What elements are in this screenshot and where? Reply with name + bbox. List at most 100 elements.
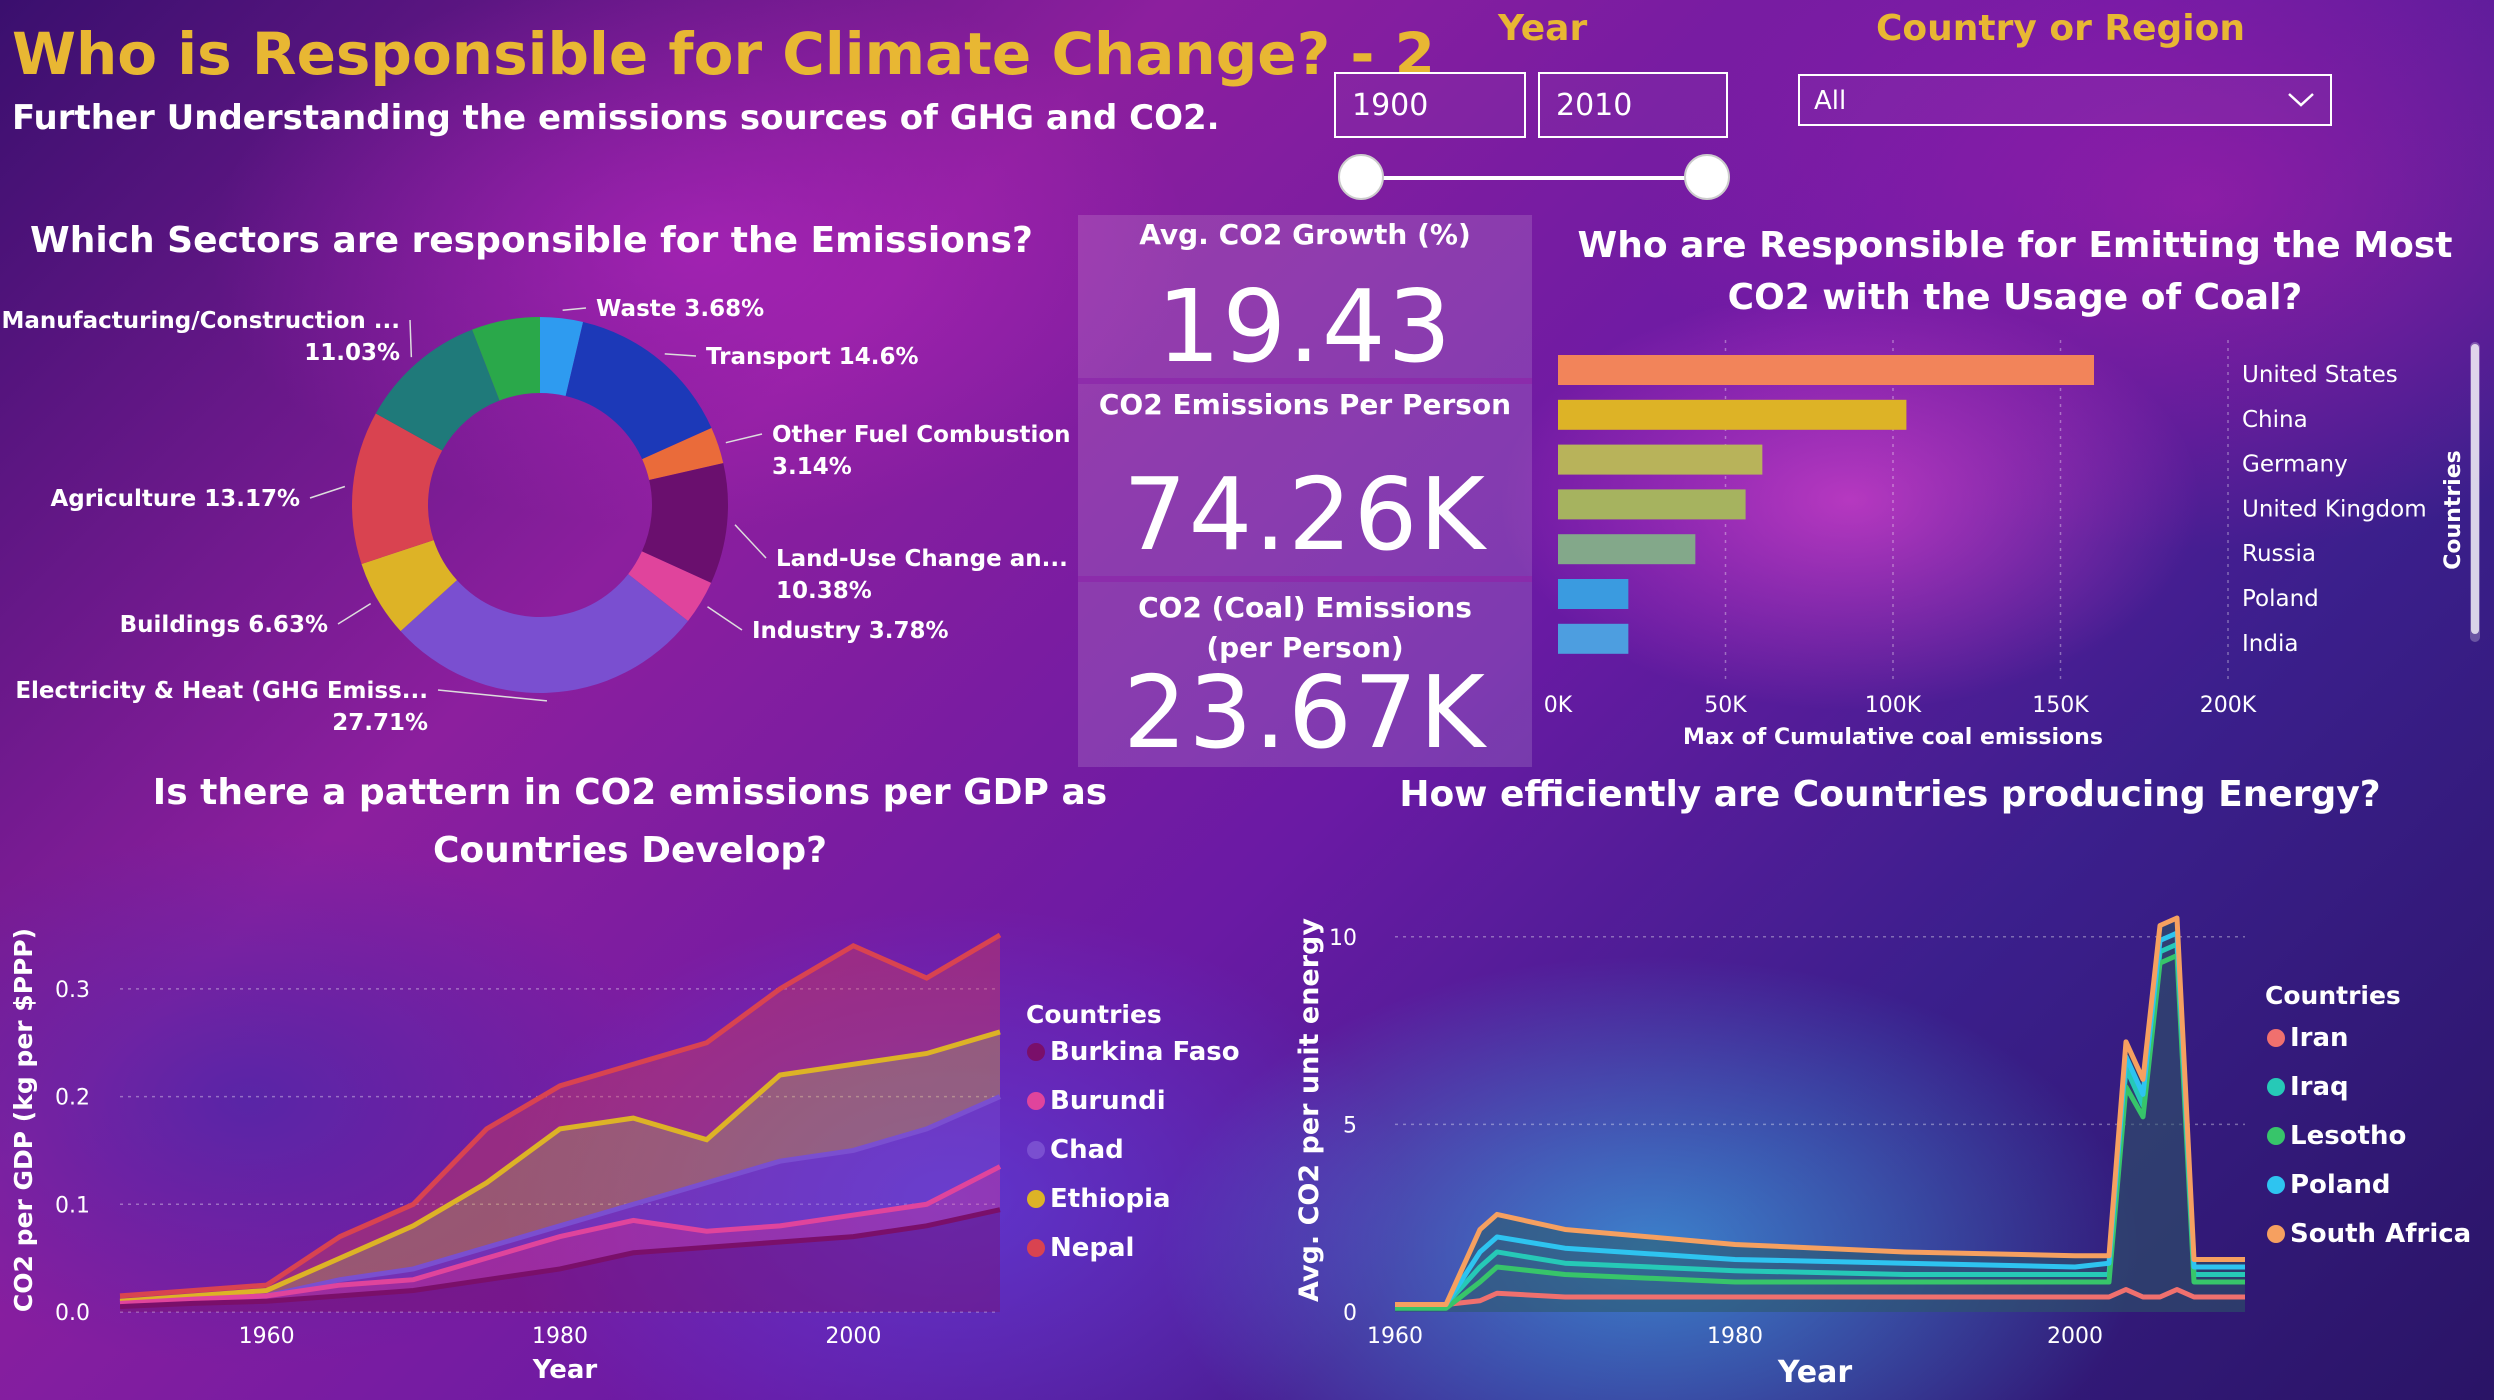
donut-leader-line bbox=[409, 319, 413, 358]
coal-chart-title: Who are Responsible for Emitting the Mos… bbox=[1577, 225, 2453, 318]
gdp-y-tick-label: 0.3 bbox=[55, 978, 90, 1003]
year-to-input[interactable]: 2010 bbox=[1538, 72, 1728, 138]
bar-x-tick-label: 200K bbox=[2200, 693, 2257, 718]
energy-legend-label: Poland bbox=[2290, 1170, 2391, 1200]
donut-slice-label: Other Fuel Combustion bbox=[772, 422, 1071, 448]
donut-slice-label: Manufacturing/Construction ... bbox=[1, 308, 400, 334]
bar-scrollbar-thumb bbox=[2471, 344, 2479, 634]
gdp-legend-label: Nepal bbox=[1050, 1233, 1134, 1263]
gdp-x-tick-label: 1980 bbox=[532, 1324, 588, 1349]
bar-x-tick-label: 0K bbox=[1544, 693, 1573, 718]
bar-x-tick-label: 150K bbox=[2032, 693, 2089, 718]
gdp-legend-marker bbox=[1027, 1141, 1045, 1159]
donut-slice bbox=[565, 322, 712, 460]
bar-category-label: India bbox=[2242, 631, 2298, 657]
energy-series-line bbox=[1395, 915, 2245, 1307]
energy-legend-marker bbox=[2267, 1176, 2285, 1194]
gdp-area-fill bbox=[120, 1031, 1000, 1307]
donut-leader-line bbox=[725, 433, 763, 444]
donut-slice-label: Agriculture 13.17% bbox=[51, 486, 301, 512]
donut-slice-label: Buildings 6.63% bbox=[120, 612, 328, 638]
bar-mark bbox=[1558, 399, 1907, 430]
donut-slice bbox=[472, 317, 540, 401]
kpi-avg-co2-growth-value: 19.43 bbox=[1156, 268, 1454, 385]
country-dropdown[interactable]: All bbox=[1798, 74, 2332, 126]
gdp-series-line bbox=[119, 1029, 1001, 1304]
gdp-series-line bbox=[119, 932, 1002, 1299]
energy-area-chart: 0 5 10 1960 1980 2000 Year Avg. CO2 per unit en… bbox=[1294, 915, 2471, 1390]
kpi-avg-co2-growth-label: Avg. CO2 Growth (%) bbox=[1139, 218, 1471, 251]
gdp-legend-marker bbox=[1027, 1239, 1045, 1257]
donut-leader-line bbox=[734, 524, 767, 559]
energy-y-tick-label: 0 bbox=[1343, 1301, 1357, 1326]
donut-slice-value: 10.38% bbox=[776, 578, 872, 604]
energy-x-tick-label: 1960 bbox=[1367, 1324, 1423, 1349]
kpi-co2-per-person-value: 74.26K bbox=[1123, 456, 1487, 573]
donut-slice-label: Transport 14.6% bbox=[706, 344, 919, 370]
gdp-y-tick-label: 0.2 bbox=[55, 1086, 90, 1111]
energy-legend-marker bbox=[2267, 1127, 2285, 1145]
country-dropdown-value: All bbox=[1814, 86, 1847, 116]
energy-legend-label: Iran bbox=[2290, 1023, 2349, 1053]
energy-legend-marker bbox=[2267, 1029, 2285, 1047]
kpi-divider bbox=[1078, 576, 1532, 582]
donut-slice bbox=[375, 329, 500, 451]
year-slider-start-handle[interactable] bbox=[1338, 154, 1384, 200]
chevron-down-icon bbox=[2288, 93, 2314, 107]
country-slicer-label: Country or Region bbox=[1876, 8, 2245, 49]
energy-legend-label: Lesotho bbox=[2290, 1121, 2406, 1151]
donut-leader-line bbox=[437, 689, 548, 702]
energy-y-tick-label: 5 bbox=[1343, 1113, 1357, 1138]
donut-slice bbox=[352, 413, 443, 564]
donut-slice-label: Electricity & Heat (GHG Emiss... bbox=[15, 678, 428, 704]
energy-legend-marker bbox=[2267, 1078, 2285, 1096]
gdp-legend-marker bbox=[1027, 1190, 1045, 1208]
gdp-chart-title: Is there a pattern in CO2 emissions per … bbox=[152, 772, 1108, 871]
energy-chart-title: How efficiently are Countries producing … bbox=[1399, 774, 2381, 815]
bar-mark bbox=[1558, 623, 1629, 654]
gdp-legend-label: Ethiopia bbox=[1050, 1184, 1171, 1214]
energy-area-fill bbox=[1395, 918, 2245, 1312]
energy-y-axis-label: Avg. CO2 per unit energy bbox=[1294, 918, 1325, 1302]
energy-x-axis-label: Year bbox=[1777, 1355, 1853, 1390]
donut-leader-line bbox=[562, 307, 587, 312]
gdp-y-axis-label: CO2 per GDP (kg per $PPP) bbox=[9, 928, 38, 1312]
bar-category-label: United Kingdom bbox=[2242, 496, 2427, 522]
bar-mark bbox=[1558, 444, 1763, 475]
kpi-divider bbox=[1078, 378, 1532, 384]
sectors-donut-chart: Waste 3.68% Transport 14.6% Other Fuel Com… bbox=[1, 296, 1071, 736]
donut-slice-value: 11.03% bbox=[304, 340, 400, 366]
donut-leader-line bbox=[309, 485, 346, 499]
energy-x-tick-label: 2000 bbox=[2047, 1324, 2103, 1349]
bar-x-axis-label: Max of Cumulative coal emissions bbox=[1683, 725, 2103, 750]
kpi-coal-per-person-label: CO2 (Coal) Emissions (per Person) bbox=[1138, 591, 1472, 664]
year-slider-end-handle[interactable] bbox=[1684, 154, 1730, 200]
year-slider-track bbox=[1362, 176, 1707, 180]
gdp-legend-title: Countries bbox=[1026, 1000, 1162, 1029]
kpi-panel bbox=[1078, 215, 1532, 767]
energy-legend-marker bbox=[2267, 1225, 2285, 1243]
bar-category-label: China bbox=[2242, 407, 2308, 433]
gdp-legend-label: Burkina Faso bbox=[1050, 1037, 1240, 1067]
year-from-input[interactable]: 1900 bbox=[1334, 72, 1526, 138]
bar-mark bbox=[1558, 534, 1696, 565]
donut-slice bbox=[628, 551, 712, 621]
energy-y-tick-label: 10 bbox=[1329, 926, 1357, 951]
bar-y-axis-label: Countries bbox=[2441, 450, 2466, 570]
year-slicer-label: Year bbox=[1498, 8, 1588, 49]
gdp-x-tick-label: 1960 bbox=[239, 1324, 295, 1349]
donut-slice-label: Land-Use Change an... bbox=[776, 546, 1068, 572]
gdp-legend-marker bbox=[1027, 1043, 1045, 1061]
kpi-coal-per-person-value: 23.67K bbox=[1123, 654, 1487, 771]
kpi-co2-per-person-label: CO2 Emissions Per Person bbox=[1098, 388, 1512, 421]
bar-mark bbox=[1558, 489, 1746, 520]
bar-mark bbox=[1558, 355, 2094, 385]
gdp-area-fill bbox=[120, 1096, 1000, 1307]
donut-slice bbox=[361, 540, 457, 632]
donut-slice-label: Industry 3.78% bbox=[752, 618, 949, 644]
energy-legend-label: South Africa bbox=[2290, 1219, 2471, 1249]
bar-category-label: Poland bbox=[2242, 586, 2319, 612]
bar-mark bbox=[1558, 579, 1629, 609]
donut-leader-line bbox=[707, 606, 743, 631]
energy-x-tick-label: 1980 bbox=[1707, 1324, 1763, 1349]
